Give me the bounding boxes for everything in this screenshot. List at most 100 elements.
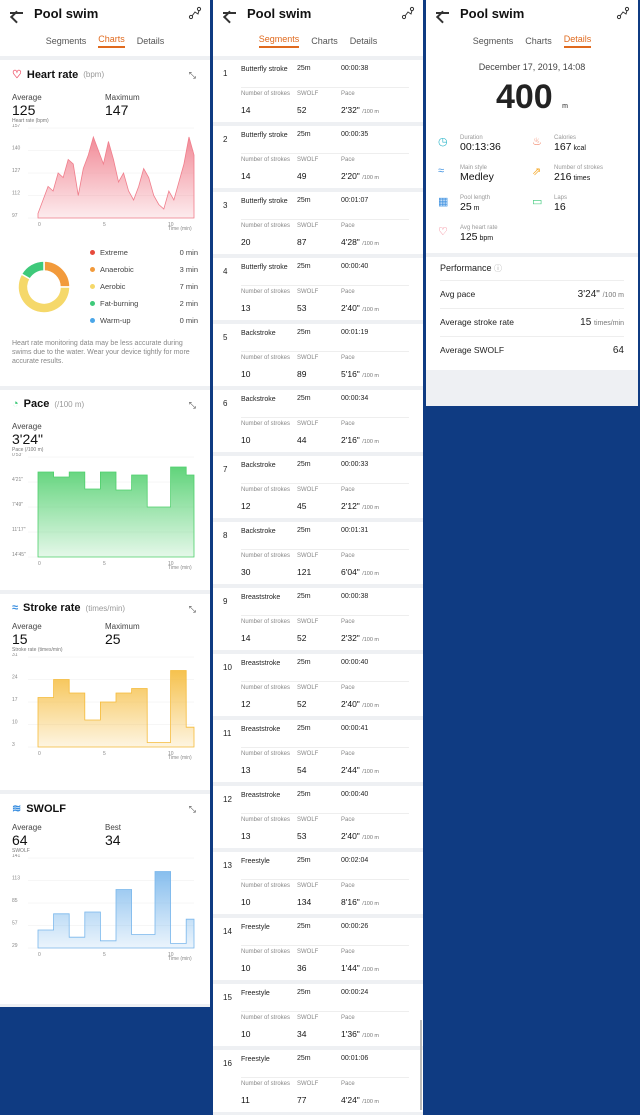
segment-row[interactable]: 5 Backstroke 25m 00:01:19 Number of strokes…	[213, 324, 423, 386]
scrollbar[interactable]	[420, 1020, 422, 1110]
segment-distance: 25m	[297, 923, 311, 930]
swolf-label: SWOLF	[297, 751, 319, 757]
segment-row[interactable]: 3 Butterfly stroke 25m 00:01:07 Number of s…	[213, 192, 423, 254]
route-icon[interactable]	[401, 6, 415, 20]
heart-icon: ♡	[438, 226, 448, 238]
segment-row[interactable]: 6 Backstroke 25m 00:00:34 Number of strokes…	[213, 390, 423, 452]
expand-icon[interactable]: ⤡	[188, 400, 196, 410]
y-tick-label: 3	[12, 742, 15, 748]
expand-icon[interactable]: ⤡	[188, 804, 196, 814]
segment-index: 1	[223, 69, 228, 78]
top-bar: Pool swim	[426, 0, 638, 26]
workout-date: December 17, 2019, 14:08	[426, 56, 638, 72]
heart-rate-note: Heart rate monitoring data may be less a…	[12, 340, 190, 365]
route-icon[interactable]	[616, 6, 630, 20]
segment-row[interactable]: 9 Breaststroke 25m 00:00:38 Number of strok…	[213, 588, 423, 650]
segment-strokes: 10	[241, 897, 251, 907]
expand-icon[interactable]: ⤡	[188, 604, 196, 614]
segment-row[interactable]: 2 Butterfly stroke 25m 00:00:35 Number of s…	[213, 126, 423, 188]
segment-swolf: 77	[297, 1095, 307, 1105]
zone-value: 0 min	[179, 248, 198, 257]
avg-label: Average	[12, 823, 42, 832]
segment-row[interactable]: 1 Butterfly stroke 25m 00:00:38 Number of s…	[213, 60, 423, 122]
y-tick-label: 113	[12, 876, 20, 882]
segment-row[interactable]: 12 Breaststroke 25m 00:00:40 Number of stro…	[213, 786, 423, 848]
tab-charts[interactable]: Charts	[525, 36, 552, 46]
x-tick-label: 5	[103, 561, 106, 567]
heart-zone-donut	[17, 259, 71, 314]
info-icon[interactable]: ⓘ	[494, 264, 503, 273]
segment-time: 00:00:41	[341, 725, 369, 732]
segment-time: 00:00:34	[341, 395, 369, 402]
tab-charts[interactable]: Charts	[311, 36, 338, 46]
segment-swolf: 52	[297, 633, 307, 643]
series-area	[37, 466, 195, 558]
avg-label: Average	[12, 622, 42, 631]
zone-value: 3 min	[179, 265, 198, 274]
segment-row[interactable]: 10 Breaststroke 25m 00:00:40 Number of stro…	[213, 654, 423, 716]
segment-time: 00:01:07	[341, 197, 369, 204]
segment-strokes: 30	[241, 567, 251, 577]
x-tick-label: 0	[38, 222, 41, 228]
speedometer-icon: ◔	[12, 398, 19, 410]
zone-row: Extreme 0 min	[90, 244, 198, 261]
segment-row[interactable]: 7 Backstroke 25m 00:00:33 Number of strokes…	[213, 456, 423, 518]
back-arrow-icon[interactable]	[221, 5, 237, 21]
detail-value: 125 bpm	[460, 231, 494, 243]
segment-pace: 8'16" /100 m	[341, 897, 380, 907]
total-distance: 400 m	[426, 72, 638, 127]
segment-row[interactable]: 14 Freestyle 25m 00:00:26 Number of strokes…	[213, 918, 423, 980]
segment-row[interactable]: 4 Butterfly stroke 25m 00:00:40 Number of s…	[213, 258, 423, 320]
tab-segments[interactable]: Segments	[258, 34, 300, 48]
tab-charts[interactable]: Charts	[98, 34, 125, 48]
pace-label: Pace	[341, 685, 355, 691]
performance-label: Avg pace	[440, 289, 476, 299]
charts-screen: Pool swim Segments Charts Details ♡ Heart…	[0, 0, 210, 1007]
strokes-label: Number of strokes	[241, 289, 291, 295]
segment-row[interactable]: 16 Freestyle 25m 00:01:06 Number of strokes…	[213, 1050, 423, 1112]
detail-value: 216 times	[554, 171, 591, 183]
segment-strokes: 14	[241, 633, 251, 643]
stroke-rate-chart: 31 24 17 10 3 0 5 10 Time (min)	[12, 653, 198, 763]
segment-index: 5	[223, 333, 228, 342]
segment-row[interactable]: 15 Freestyle 25m 00:00:24 Number of strokes…	[213, 984, 423, 1046]
segment-row[interactable]: 11 Breaststroke 25m 00:00:41 Number of stro…	[213, 720, 423, 782]
tab-segments[interactable]: Segments	[45, 36, 87, 46]
tab-details[interactable]: Details	[136, 36, 165, 46]
tab-details[interactable]: Details	[563, 34, 592, 48]
segment-row[interactable]: 13 Freestyle 25m 00:02:04 Number of strokes…	[213, 852, 423, 914]
performance-row: Avg pace 3'24" /100 m	[440, 280, 624, 308]
segment-row[interactable]: 8 Backstroke 25m 00:01:31 Number of strokes…	[213, 522, 423, 584]
segment-index: 13	[223, 861, 232, 870]
segment-time: 00:00:40	[341, 659, 369, 666]
segment-time: 00:01:19	[341, 329, 369, 336]
back-arrow-icon[interactable]	[434, 5, 450, 21]
segment-swolf: 134	[297, 897, 312, 907]
swolf-label: SWOLF	[297, 619, 319, 625]
detail-value: 25 m	[460, 201, 480, 213]
zone-row: Anaerobic 3 min	[90, 261, 198, 278]
tab-segments[interactable]: Segments	[472, 36, 514, 46]
back-arrow-icon[interactable]	[8, 5, 24, 21]
segment-time: 00:00:33	[341, 461, 369, 468]
y-tick-label: 85	[12, 898, 18, 904]
x-axis-label: Time (min)	[168, 565, 192, 571]
segment-style: Freestyle	[241, 858, 270, 865]
segment-index: 3	[223, 201, 228, 210]
segment-swolf: 53	[297, 303, 307, 313]
zone-dot	[90, 301, 95, 306]
detail-label: Avg heart rate	[460, 225, 498, 231]
strokes-label: Number of strokes	[241, 1015, 291, 1021]
y-tick-label: 57	[12, 921, 18, 927]
performance-list: Avg pace 3'24" /100 m Average stroke rate 1…	[440, 280, 624, 364]
performance-value: 64	[612, 345, 624, 356]
segment-swolf: 49	[297, 171, 307, 181]
expand-icon[interactable]: ⤡	[188, 70, 196, 80]
segment-style: Backstroke	[241, 396, 276, 403]
route-icon[interactable]	[188, 6, 202, 20]
clock-icon: ◷	[438, 136, 448, 148]
tab-details[interactable]: Details	[349, 36, 378, 46]
strokes-label: Number of strokes	[241, 1081, 291, 1087]
segment-swolf: 36	[297, 963, 307, 973]
